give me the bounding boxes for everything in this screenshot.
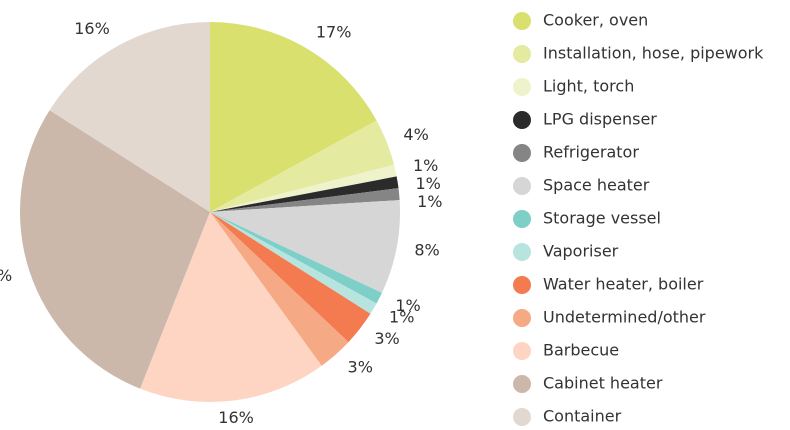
legend-swatch [513,111,531,129]
data-label: 1% [389,307,414,326]
pie-slice [140,212,322,402]
legend-label: Refrigerator [543,143,639,162]
legend-swatch [513,78,531,96]
pie-slice [210,164,397,212]
pie-slice [210,200,400,293]
data-label: 4% [403,125,428,144]
legend-label: Light, torch [543,77,634,96]
data-label: 17% [316,22,352,41]
legend-swatch [513,177,531,195]
pie-slice [210,212,371,343]
legend-label: LPG dispenser [543,110,657,129]
pie-slice [210,212,382,304]
data-label: 1% [417,192,442,211]
legend-label: Barbecue [543,341,619,360]
legend-swatch [513,375,531,393]
legend-label: Cabinet heater [543,374,663,393]
pie-slice [210,188,400,212]
legend-label: Space heater [543,176,650,195]
data-label: 3% [374,329,399,348]
legend-swatch [513,144,531,162]
legend-label: Vaporiser [543,242,619,261]
data-label: 28% [0,266,12,285]
legend-label: Installation, hose, pipework [543,44,764,63]
legend-label: Undetermined/other [543,308,706,327]
pie-slice [49,22,210,212]
legend-label: Container [543,407,622,426]
pie-slice [19,110,211,389]
pie-slice [210,212,377,314]
data-label: 16% [74,19,110,38]
data-label: 16% [218,408,254,426]
data-label: 3% [348,358,373,377]
legend-swatch [513,276,531,294]
legend-label: Storage vessel [543,209,661,228]
legend-label: Water heater, boiler [543,275,704,294]
pie-slice [210,120,395,212]
data-label: 1% [413,156,438,175]
pie-slice [210,176,399,212]
legend-label: Cooker, oven [543,11,648,30]
pie-slice [210,212,349,366]
legend-swatch [513,408,531,426]
data-label: 1% [415,174,440,193]
legend-swatch [513,309,531,327]
legend-swatch [513,45,531,63]
legend-swatch [513,210,531,228]
legend-swatch [513,243,531,261]
legend-swatch [513,342,531,360]
data-label: 1% [395,296,420,315]
legend-swatch [513,12,531,30]
pie-slice [210,22,377,212]
data-label: 8% [414,240,439,259]
